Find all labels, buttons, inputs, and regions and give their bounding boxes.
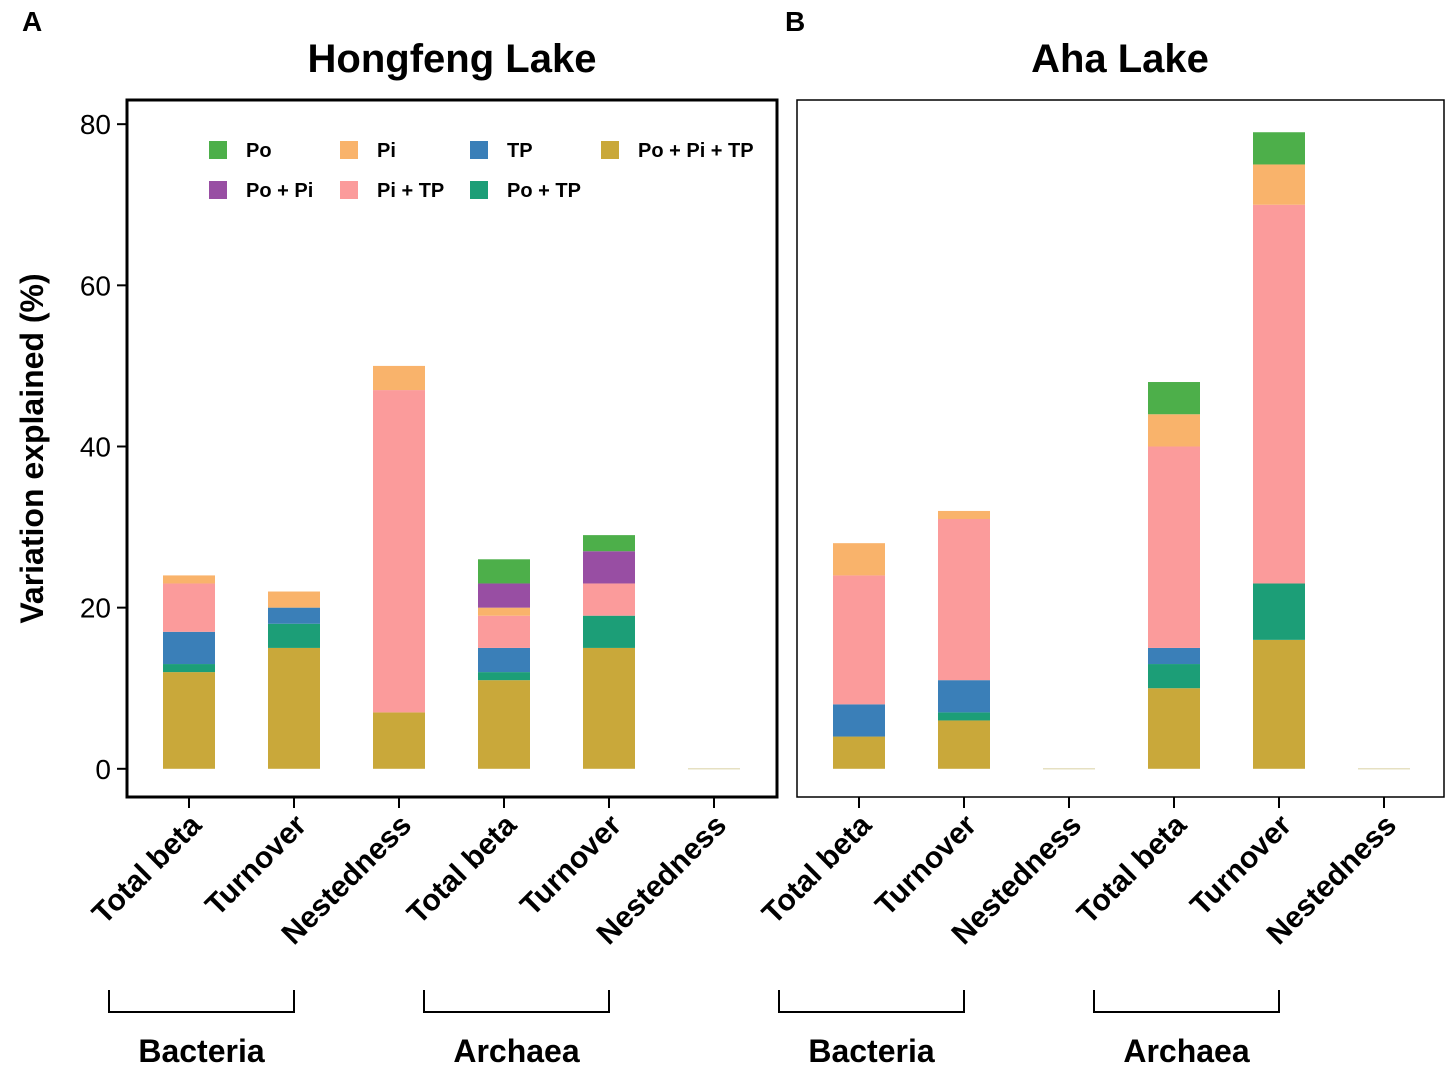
group-bracket [108, 990, 295, 1013]
y-tick-label: 0 [95, 754, 111, 785]
group-label: Archaea [1123, 1033, 1250, 1069]
bar-segment-tp [268, 607, 320, 624]
x-tick-label: Turnover [514, 808, 628, 922]
bar-segment-tp [833, 704, 885, 737]
bar-segment-pi [833, 543, 885, 576]
bar-segment-pi [373, 365, 425, 391]
x-tick-label: Total beta [86, 808, 208, 930]
legend-label: Po + TP [507, 180, 581, 202]
legend-label: TP [507, 140, 533, 162]
legend-label: Pi + TP [377, 180, 444, 202]
legend-label: Po + Pi [246, 180, 313, 202]
bar-segment-tp [478, 647, 530, 673]
legend-swatch [470, 141, 488, 159]
legend-swatch [601, 141, 619, 159]
bar-segment-po-pi [583, 551, 635, 584]
bar-segment-pi-tp [373, 390, 425, 713]
y-axis-label: Variation explained (%) [14, 273, 50, 623]
bar-segment-po-pi-tp [1253, 639, 1305, 769]
bar-segment-po-pi-tp [583, 647, 635, 769]
bar-segment-po-tp [268, 623, 320, 648]
bar-segment-po [1148, 382, 1200, 415]
bar-segment-pi-tp [163, 583, 215, 632]
x-tick-label: Turnover [1184, 808, 1298, 922]
legend-item-pi-tp: Pi + TP [340, 180, 444, 202]
bar-segment-pi [163, 575, 215, 584]
legend-swatch [340, 181, 358, 199]
bar-segment-pi [478, 607, 530, 616]
panel-letter: B [785, 6, 805, 37]
bar-segment-pi-tp [583, 583, 635, 616]
bar-segment-tp [163, 631, 215, 665]
legend-label: Pi [377, 140, 396, 162]
bar-segment-po [1253, 132, 1305, 165]
panel-title: Aha Lake [1031, 37, 1209, 81]
x-tick-label: Total beta [756, 808, 878, 930]
bar-segment-po-pi-tp [478, 680, 530, 769]
bar-segment-po-pi-tp [1148, 688, 1200, 769]
legend-item-po-tp: Po + TP [470, 180, 581, 202]
bar-segment-pi [938, 510, 990, 520]
legend-swatch [209, 181, 227, 199]
y-tick-label: 60 [80, 270, 111, 301]
legend-swatch [209, 141, 227, 159]
legend-swatch [470, 181, 488, 199]
bar-segment-po-tp [1253, 583, 1305, 640]
bar-segment-po-tp [583, 615, 635, 648]
group-bracket [423, 990, 610, 1013]
bar-segment-tp [1148, 647, 1200, 665]
bar-segment-po-pi-tp [373, 712, 425, 769]
bar-segment-po [583, 535, 635, 552]
bar-segment-po-tp [478, 672, 530, 681]
group-label: Archaea [453, 1033, 580, 1069]
plot-frame [125, 98, 779, 799]
x-tick-label: Turnover [199, 808, 313, 922]
bar-segment-tp [938, 680, 990, 713]
legend-item-pi: Pi [340, 140, 396, 162]
bar-segment-pi-tp [938, 519, 990, 681]
legend-item-po: Po [209, 140, 272, 162]
y-tick-label: 40 [80, 431, 111, 462]
group-label: Bacteria [138, 1033, 265, 1069]
bar-segment-pi-tp [833, 575, 885, 705]
bar-segment-po-pi-tp [163, 672, 215, 769]
panel-title: Hongfeng Lake [308, 37, 597, 81]
bar-segment-pi [268, 591, 320, 608]
bar-segment-pi-tp [1253, 204, 1305, 584]
bar-segment-pi-tp [1148, 446, 1200, 648]
bar-segment-po-pi [478, 583, 530, 608]
plot-frame [796, 99, 1445, 798]
x-tick-label: Total beta [1071, 808, 1193, 930]
y-tick-label: 20 [80, 593, 111, 624]
bar-segment-po [478, 559, 530, 584]
legend-swatch [340, 141, 358, 159]
bar-segment-po-tp [1148, 664, 1200, 689]
legend-label: Po [246, 140, 272, 162]
x-tick-label: Total beta [401, 808, 523, 930]
bar-segment-po-pi-tp [938, 720, 990, 769]
legend: Po Pi TP Po + Pi + TP Po + Pi Pi + TP Po + TP [209, 140, 754, 202]
y-tick-label: 80 [80, 109, 111, 140]
legend-item-po-pi-tp: Po + Pi + TP [601, 140, 754, 162]
bar-segment-po-pi-tp [833, 736, 885, 769]
panel-a-hongfeng-lake: A Hongfeng Lake 0 20 40 60 80 Variation explain… [14, 6, 779, 1069]
bar-segment-pi [1148, 414, 1200, 447]
bar-segment-po-tp [938, 712, 990, 721]
bar-segment-pi [1253, 164, 1305, 205]
legend-label: Po + Pi + TP [638, 140, 754, 162]
bar-segment-po-pi-tp [268, 647, 320, 769]
group-label: Bacteria [808, 1033, 935, 1069]
panel-letter: A [22, 6, 42, 37]
bar-segment-pi-tp [478, 615, 530, 648]
legend-item-tp: TP [470, 140, 533, 162]
bar-segment-po-tp [163, 664, 215, 673]
x-tick-label: Turnover [869, 808, 983, 922]
group-bracket [778, 990, 965, 1013]
group-bracket [1093, 990, 1280, 1013]
legend-item-po-pi: Po + Pi [209, 180, 313, 202]
